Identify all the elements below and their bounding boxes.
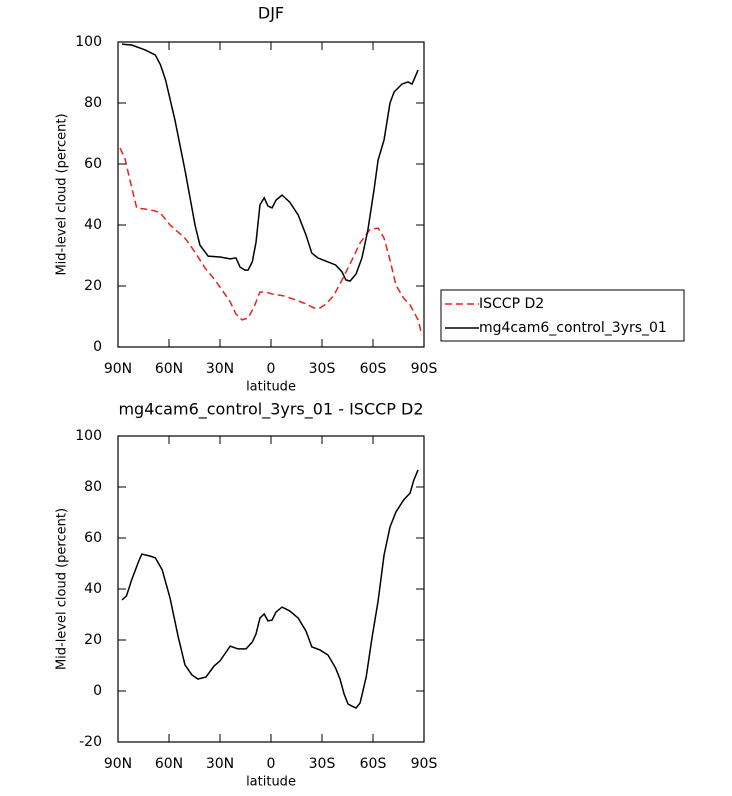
data-line: [122, 43, 419, 282]
y-tick-label: 100: [75, 428, 102, 444]
y-tick-label: 0: [93, 683, 102, 699]
x-tick-label: 90S: [411, 361, 438, 377]
y-axis-label: Mid-level cloud (percent): [55, 113, 70, 275]
x-tick-label: 60S: [360, 756, 387, 772]
data-line: [121, 469, 419, 710]
legend-box: [440, 289, 685, 342]
x-tick-label: 30N: [206, 756, 234, 772]
x-tick-label: 0: [267, 361, 276, 377]
y-tick-label: -20: [79, 734, 102, 750]
chart-title: mg4cam6_control_3yrs_01 - ISCCP D2: [118, 400, 423, 420]
y-tick-label: 20: [84, 632, 102, 648]
x-tick-label: 60S: [360, 361, 387, 377]
x-axis-label: latitude: [246, 380, 296, 395]
y-tick-label: 60: [84, 530, 102, 546]
plot-frame: [117, 41, 425, 348]
x-tick-label: 60N: [155, 361, 183, 377]
y-tick-label: 80: [84, 95, 102, 111]
chart-title: DJF: [258, 4, 284, 23]
x-tick-label: 90S: [411, 756, 438, 772]
x-tick-label: 30N: [206, 361, 234, 377]
x-tick-label: 30S: [309, 361, 336, 377]
y-tick-label: 60: [84, 156, 102, 172]
y-tick-label: 80: [84, 479, 102, 495]
y-tick-label: 0: [93, 339, 102, 355]
y-axis-label: Mid-level cloud (percent): [55, 508, 70, 670]
data-line: [119, 147, 423, 336]
y-tick-label: 40: [84, 581, 102, 597]
x-tick-label: 0: [267, 756, 276, 772]
x-axis-label: latitude: [246, 775, 296, 790]
x-tick-label: 30S: [309, 756, 336, 772]
y-tick-label: 100: [75, 34, 102, 50]
x-tick-label: 60N: [155, 756, 183, 772]
y-tick-label: 20: [84, 278, 102, 294]
x-tick-label: 90N: [104, 756, 132, 772]
legend-label: mg4cam6_control_3yrs_01: [479, 320, 667, 336]
legend-label: ISCCP D2: [479, 296, 544, 312]
plot-frame: [117, 435, 425, 743]
x-tick-label: 90N: [104, 361, 132, 377]
y-tick-label: 40: [84, 217, 102, 233]
